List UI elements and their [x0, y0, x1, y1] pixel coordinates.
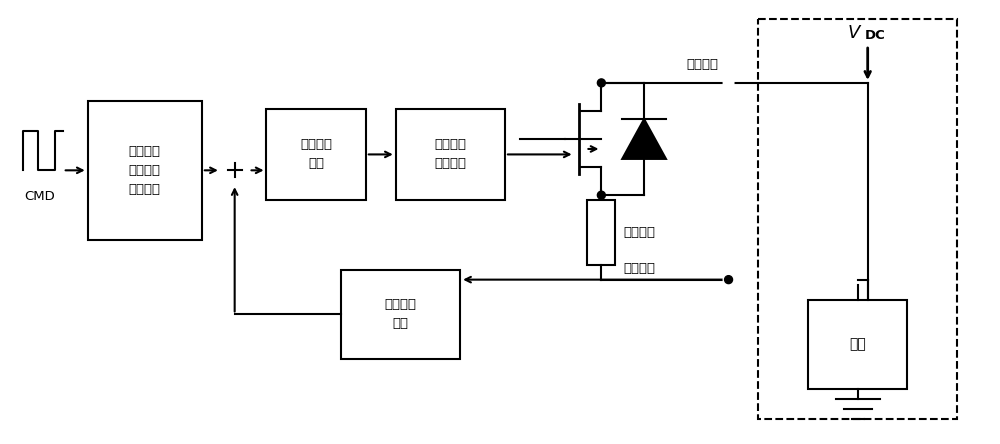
Bar — [808, 300, 907, 389]
Circle shape — [597, 191, 605, 199]
Text: 误差调节
电路: 误差调节 电路 — [300, 139, 332, 170]
Bar — [88, 101, 202, 240]
Text: $\it{V}$: $\it{V}$ — [847, 24, 863, 42]
Bar — [587, 200, 615, 265]
Text: CMD: CMD — [25, 190, 55, 203]
Text: 斜坡电压
基准信号
产生电路: 斜坡电压 基准信号 产生电路 — [129, 145, 161, 196]
Text: 电压反馈
电路: 电压反馈 电路 — [385, 298, 417, 330]
Text: 驱动功率
放大电路: 驱动功率 放大电路 — [434, 139, 466, 170]
Bar — [341, 270, 460, 359]
Text: 功率输入: 功率输入 — [687, 58, 719, 71]
Bar — [396, 109, 505, 200]
Text: 检测电阻: 检测电阻 — [623, 226, 655, 239]
Circle shape — [724, 78, 734, 88]
Text: DC: DC — [865, 29, 885, 42]
Bar — [758, 19, 957, 419]
Text: 负载: 负载 — [849, 337, 866, 351]
Circle shape — [725, 276, 733, 284]
Text: 功率输出: 功率输出 — [623, 262, 655, 275]
Polygon shape — [622, 119, 666, 159]
Bar — [266, 109, 366, 200]
Circle shape — [597, 79, 605, 87]
Circle shape — [221, 156, 249, 184]
Circle shape — [724, 275, 734, 285]
